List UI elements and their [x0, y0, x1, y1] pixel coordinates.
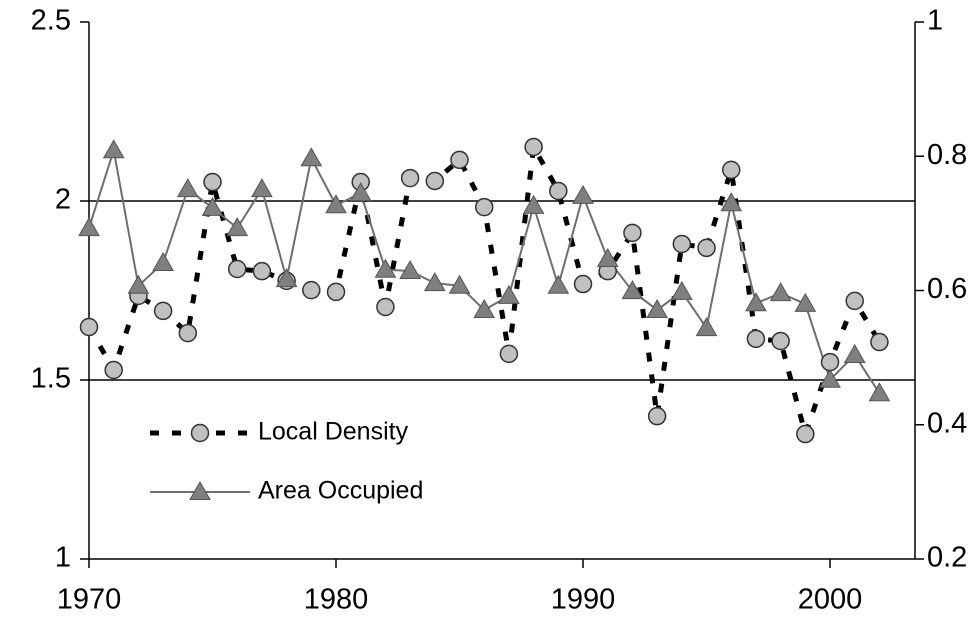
y2-tick-label: 0.6 [927, 273, 967, 305]
data-point [746, 329, 766, 349]
data-point [374, 258, 397, 278]
y2-tick-label: 0.8 [927, 139, 967, 171]
data-point [399, 260, 421, 280]
data-point [302, 280, 321, 300]
data-point [720, 192, 743, 212]
data-point [448, 274, 471, 294]
y-tick-label: 1.5 [31, 363, 71, 395]
data-point [721, 160, 741, 180]
data-point [621, 280, 644, 300]
data-point [820, 352, 840, 372]
data-point [423, 272, 446, 292]
data-point [695, 317, 718, 337]
data-point [376, 297, 395, 317]
data-point [104, 360, 123, 380]
data-point [572, 184, 594, 204]
y-tick-label: 2.5 [31, 5, 71, 37]
data-point [868, 382, 891, 402]
data-point [275, 268, 298, 288]
data-point [769, 282, 792, 302]
data-point [845, 291, 864, 311]
y-tick-label: 2 [55, 184, 71, 216]
x-tick-label: 1970 [57, 584, 122, 616]
data-point [176, 178, 199, 198]
y2-tick-label: 1 [927, 5, 943, 37]
data-point [745, 292, 767, 312]
y-tick-label: 1 [55, 542, 71, 574]
data-point [623, 223, 642, 243]
data-point [153, 301, 173, 321]
data-point [499, 344, 519, 364]
y2-tick-label: 0.2 [927, 542, 967, 574]
x-tick-label: 1990 [551, 584, 616, 616]
data-point [796, 424, 815, 444]
x-tick-label: 2000 [798, 584, 863, 616]
data-point [819, 368, 841, 388]
data-point [843, 343, 866, 363]
data-point [425, 171, 445, 191]
legend-label: Local Density [258, 418, 409, 446]
data-point [450, 150, 469, 170]
data-point [252, 261, 272, 281]
data-point [647, 406, 667, 426]
data-point [670, 280, 693, 300]
legend-label: Area Occupied [258, 477, 423, 505]
y2-tick-label: 0.4 [927, 407, 967, 439]
data-point [697, 238, 716, 258]
data-point [794, 292, 817, 312]
data-point [646, 298, 668, 318]
data-point [870, 332, 889, 352]
data-point [522, 194, 545, 214]
legend-marker [189, 480, 211, 500]
data-point [152, 251, 174, 271]
data-point [178, 323, 198, 343]
data-point [400, 168, 420, 188]
data-point [127, 274, 150, 294]
data-point [251, 178, 273, 198]
data-point [474, 197, 494, 217]
data-point [227, 259, 247, 279]
data-point [596, 247, 619, 267]
data-point [573, 274, 593, 294]
data-point [203, 172, 222, 192]
data-point [79, 317, 99, 337]
data-point [473, 298, 496, 318]
data-point [325, 194, 347, 214]
data-point [672, 234, 692, 254]
data-point [78, 217, 100, 237]
data-point [201, 196, 224, 216]
data-point [498, 284, 520, 304]
data-point [226, 217, 249, 237]
data-point [102, 139, 125, 159]
series-line [86, 139, 882, 443]
data-point [524, 137, 543, 157]
data-point [549, 181, 568, 201]
x-tick-label: 1980 [304, 584, 369, 616]
data-point [547, 274, 570, 294]
legend-marker [190, 423, 210, 443]
data-point [349, 182, 372, 202]
data-point [771, 331, 790, 351]
data-point [300, 147, 323, 167]
data-point [326, 282, 346, 302]
